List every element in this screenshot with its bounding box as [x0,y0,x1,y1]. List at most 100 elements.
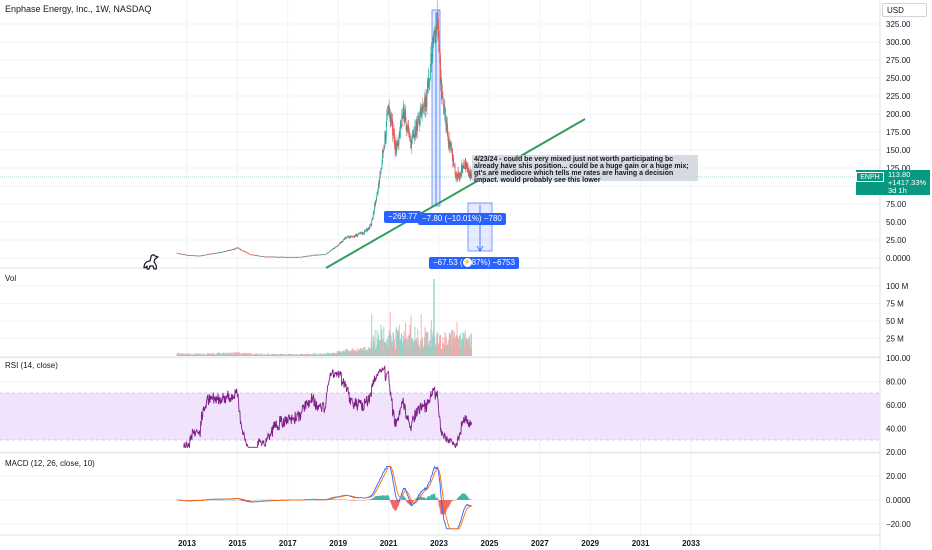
candle-body [182,254,184,255]
volume-bar [412,344,414,356]
candle-body [350,236,352,237]
candle-body [331,249,333,251]
candle-body [255,255,257,256]
volume-bar [179,354,181,356]
candle-body [385,138,387,140]
volume-bar [373,348,375,356]
macd-hist-bar [334,499,336,500]
candle-body [388,107,390,115]
candle-body [357,235,359,237]
volume-bar [279,353,281,356]
macd-hist-bar [427,496,429,500]
candle-body [453,164,455,165]
candle-body [254,255,256,256]
volume-bar [349,350,351,356]
year-tick-label: 2025 [481,539,499,548]
candle-body [209,253,211,255]
candle-body [264,256,266,258]
volume-bar [372,350,374,356]
volume-bar [201,354,203,356]
candle-body [270,256,271,258]
volume-bar [232,354,234,356]
macd-hist-bar [352,500,354,501]
candle-body [324,254,326,256]
candle-body [460,165,462,176]
trend-line[interactable] [325,118,586,269]
volume-bar [185,353,187,356]
volume-bar [428,340,430,356]
candle-body [436,12,438,30]
volume-bar [204,354,206,356]
volume-bar [189,353,191,356]
candle-body [315,254,316,256]
volume-bar [198,354,200,356]
candle-body [462,165,464,169]
volume-bar [420,314,422,356]
volume-bar [343,350,345,356]
volume-tick-label: 100 M [886,282,909,291]
rsi-tick-label: 20.00 [886,448,907,457]
macd-hist-bar [395,500,397,511]
price-candles [176,0,472,258]
volume-bar [430,320,432,356]
macd-hist-bar [332,499,333,500]
measure-label-left[interactable]: −269.77 [384,211,422,223]
candle-body [365,230,367,232]
signal-line [176,465,472,530]
measure-label-middle[interactable]: −7.80 (−10.01%) −780 [418,213,506,225]
volume-bar [332,352,333,356]
measure-tools[interactable] [431,9,493,252]
volume-bar [188,354,190,356]
candle-body [445,117,447,127]
candle-body [339,243,341,244]
candle-body [362,232,364,234]
volume-bar [460,347,462,356]
macd-hist-bar [330,499,331,500]
candle-body [280,256,282,258]
volume-bar [224,352,226,356]
volume-bar [186,354,188,356]
candle-body [383,146,385,151]
currency-selector[interactable]: USD [882,3,927,17]
volume-bar [318,354,320,356]
volume-bar [303,353,305,356]
volume-bar [282,354,284,356]
price-tick-label: 150.00 [886,146,911,155]
volume-bar [299,354,300,356]
measure-label-bottom[interactable]: −67.53 (⚡87%) −6753 [429,257,519,269]
candle-body [200,255,202,257]
volume-bar [235,352,237,356]
macd-hist-bar [423,497,425,500]
candle-body [439,51,441,58]
volume-bar [235,353,237,356]
volume-bar [187,353,189,356]
volume-bar [283,353,284,356]
macd-tick-label: 20.00 [886,472,907,481]
candle-body [394,145,396,150]
candle-body [371,218,373,220]
candle-body [442,95,444,104]
volume-bar [317,354,319,356]
volume-bar [384,341,386,356]
volume-bar [176,352,178,356]
volume-bar [348,351,350,356]
volume-bar [303,354,305,356]
volume-bar [321,353,323,356]
volume-bar [354,349,356,356]
candle-body [456,173,457,176]
volume-bar [339,350,341,356]
volume-bar [451,329,453,356]
candle-body [373,212,375,214]
candle-body [247,252,249,254]
candle-body [341,241,343,243]
candle-body [322,254,324,255]
candle-body [297,257,298,258]
macd-hist-bar [387,495,389,500]
candle-body [313,254,315,256]
candle-body [291,256,293,258]
macd-hist-bar [458,497,459,500]
candle-body [247,252,249,254]
note-annotation[interactable]: 4/23/24 - could be very mixed just not w… [472,155,698,184]
candle-body [188,255,189,256]
